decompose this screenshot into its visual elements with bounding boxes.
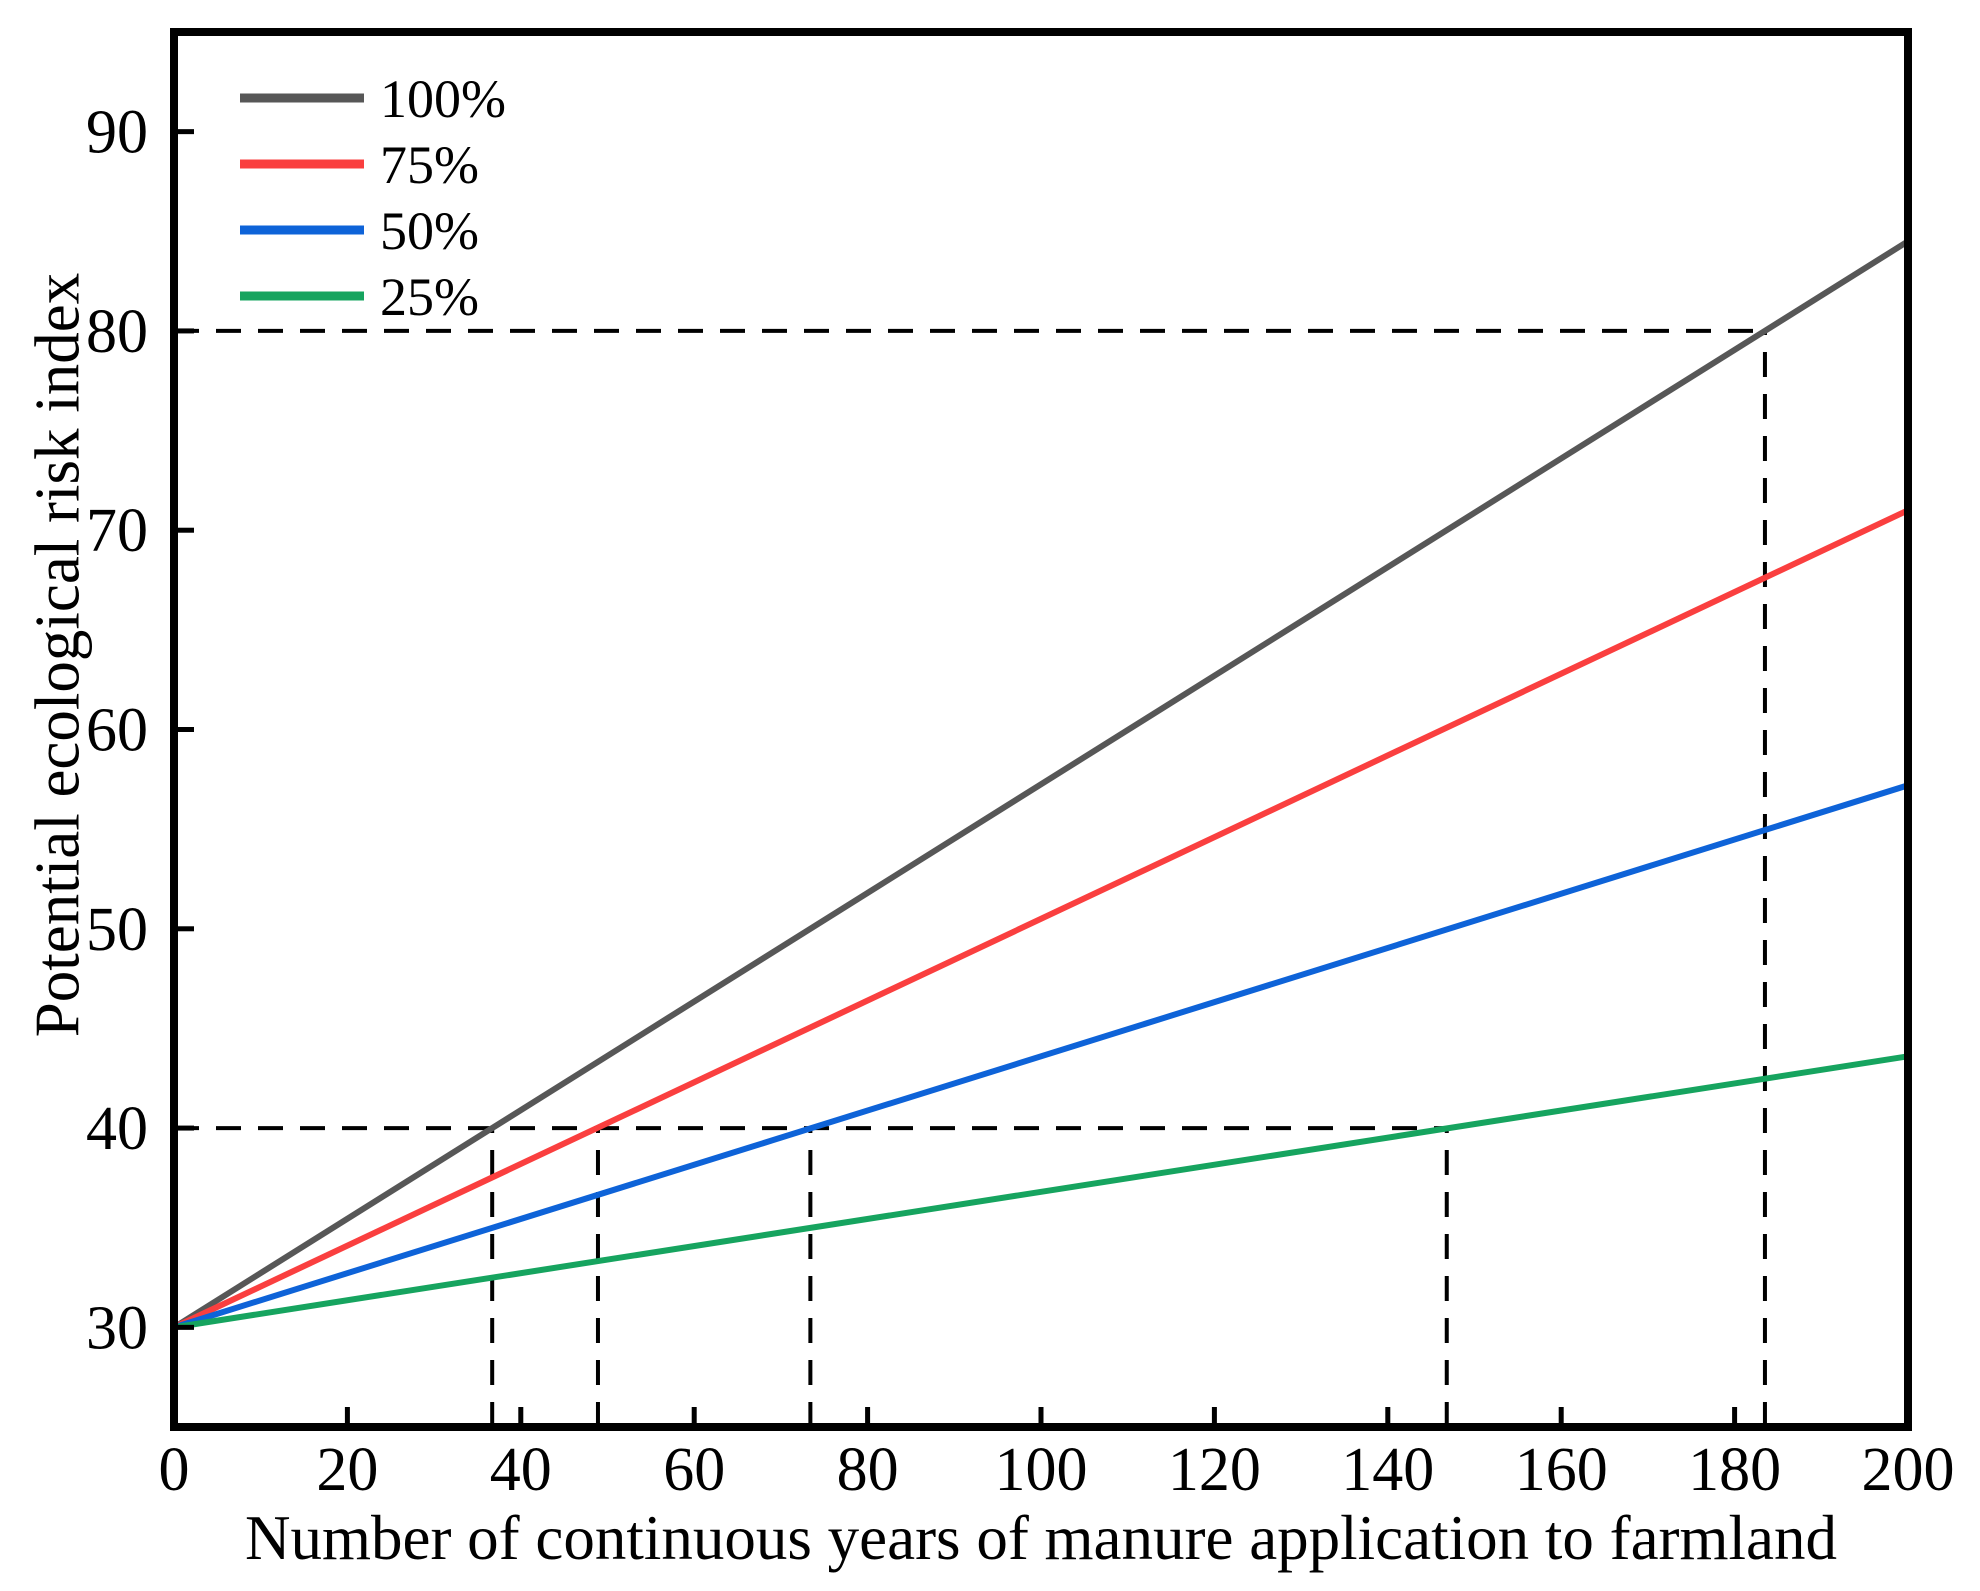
legend-label-25%: 25% [380,267,479,327]
axis-tick-labels: 0 20 40 60 80 100 120 140 160 180 200 30 40 50 60 70 80 9… [86,99,1955,1504]
series-line-50% [173,782,1909,1331]
x-tick-label-120: 120 [1168,1436,1261,1504]
plot-border [170,28,1912,1431]
y-tick-label-30: 30 [86,1294,148,1362]
x-tick-label-140: 140 [1341,1436,1434,1504]
legend-item-50%: 50% [240,201,479,261]
reference-dashed-lines [174,328,1767,1427]
series-line-75% [172,507,1910,1331]
x-axis-title: Number of continuous years of manure app… [244,1503,1837,1573]
plot-area-border [170,28,1912,1431]
x-tick-label-60: 60 [663,1436,725,1504]
series-lines [172,238,1910,1331]
y-tick-label-40: 40 [86,1095,148,1163]
legend: 100%75%50%25% [240,69,506,327]
y-tick-label-60: 60 [86,697,148,765]
y-tick-label-50: 50 [86,896,148,964]
x-tick-label-100: 100 [995,1436,1088,1504]
legend-item-75%: 75% [240,135,479,195]
x-tick-label-0: 0 [159,1436,190,1504]
x-tick-label-180: 180 [1688,1436,1781,1504]
x-tick-label-20: 20 [316,1436,378,1504]
axis-ticks [171,129,1911,1423]
legend-label-50%: 50% [380,201,479,261]
legend-label-75%: 75% [380,135,479,195]
series-line-25% [173,1053,1909,1331]
legend-item-25%: 25% [240,267,479,327]
y-tick-label-90: 90 [86,99,148,167]
series-line-100% [172,238,1910,1330]
legend-item-100%: 100% [240,69,506,129]
y-axis-title: Potential ecological risk index [22,272,93,1038]
y-tick-label-70: 70 [86,497,148,565]
x-tick-label-200: 200 [1862,1436,1955,1504]
x-tick-label-40: 40 [490,1436,552,1504]
y-tick-label-80: 80 [86,298,148,366]
legend-label-100%: 100% [380,69,506,129]
x-tick-label-80: 80 [837,1436,899,1504]
x-tick-label-160: 160 [1515,1436,1608,1504]
